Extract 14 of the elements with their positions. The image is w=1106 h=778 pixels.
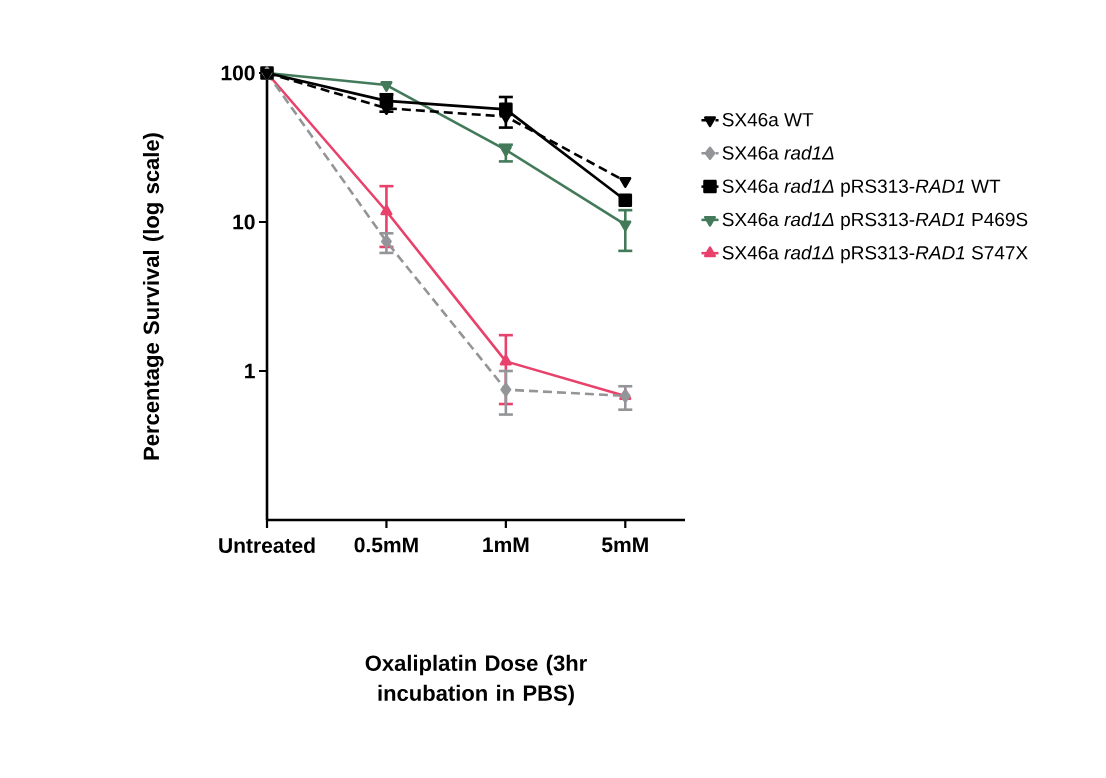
y-tick-label: 1 [245, 363, 255, 379]
x-tick-label: Untreated [219, 537, 315, 553]
legend-label: SX46a WT [722, 112, 814, 127]
x-axis-title: Oxaliplatin Dose (3hr incubation in PBS) [365, 654, 587, 706]
x-tick-label: 0.5mM [354, 537, 418, 553]
y-tick-label: 100 [221, 65, 255, 81]
x-tick-label: 5mM [602, 537, 648, 553]
legend-label: SX46a rad1Δ pRS313-RAD1 S747X [722, 245, 1028, 264]
y-tick-label: 10 [233, 214, 255, 230]
legend-label: SX46a rad1Δ pRS313-RAD1 P469S [722, 212, 1028, 230]
x-tick-label: 1mM [483, 537, 529, 552]
legend-label: SX46a rad1Δ [722, 145, 834, 160]
y-axis-title: Percentage Survival (log scale) [142, 133, 164, 460]
legend-label: SX46a rad1Δ pRS313-RAD1 WT [722, 178, 1001, 197]
